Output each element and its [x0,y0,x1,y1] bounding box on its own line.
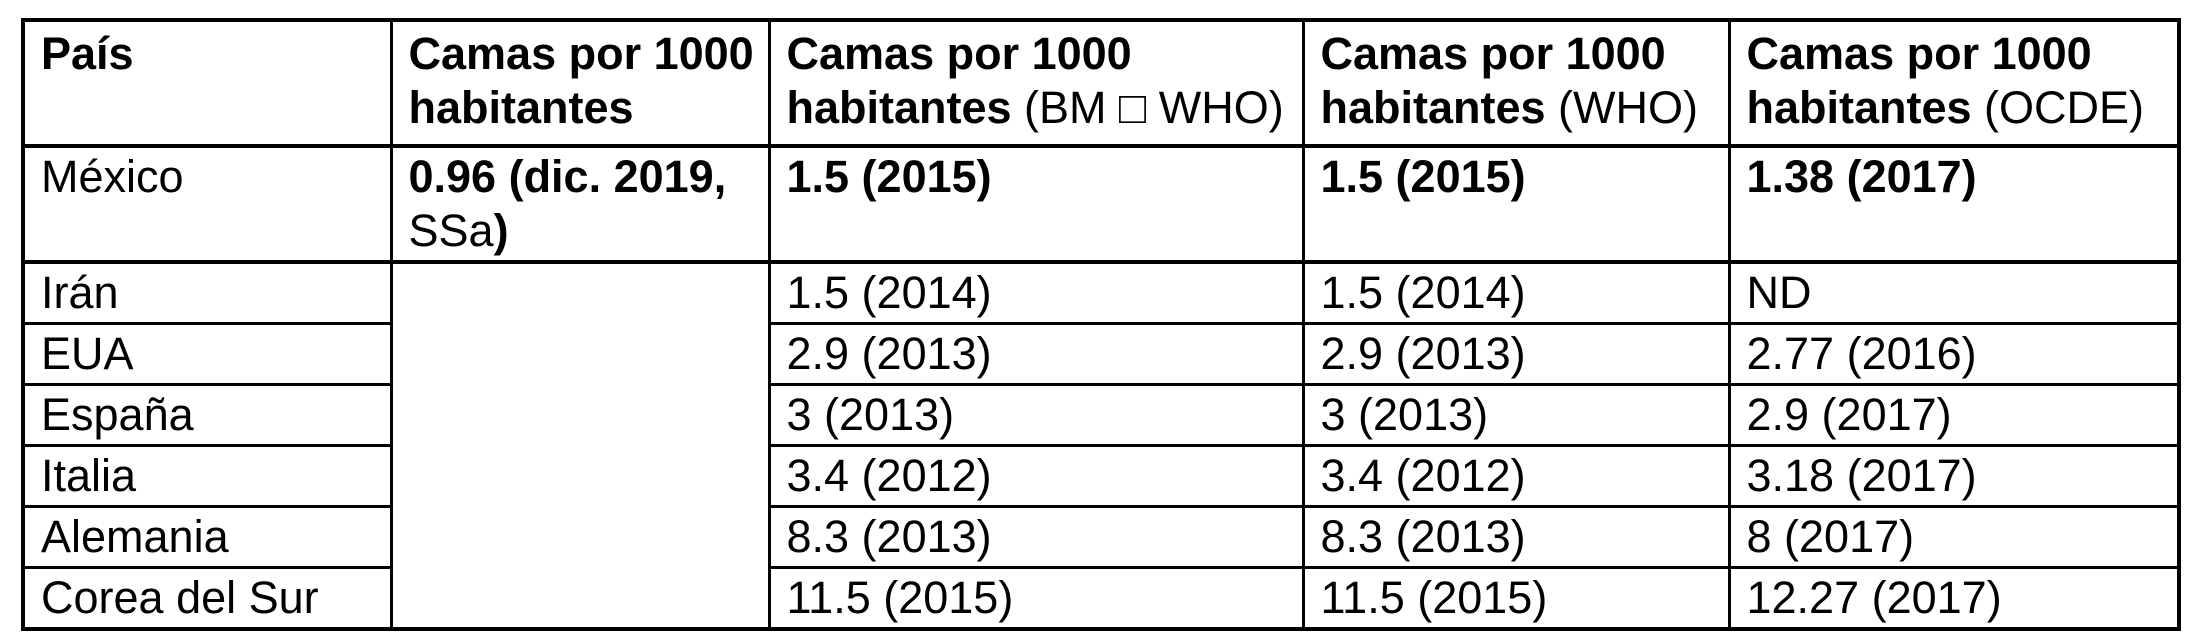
cell-camas-ocde: 1.38 (2017) [1727,144,2181,264]
header-line2: habitantes (WHO) [1321,81,1716,135]
header-line2-bold: habitantes [786,82,1012,133]
header-line1: Camas por 1000 [408,28,754,79]
table-row-italia: Italia 3.4 (2012) 3.4 (2012) 3.18 (2017) [21,444,2181,508]
cell-camas-ocde: 2.77 (2016) [1727,322,2181,386]
cell-camas-who: 3 (2013) [1301,383,1731,447]
table-row-alemania: Alemania 8.3 (2013) 8.3 (2013) 8 (2017) [21,505,2181,569]
camas-nacional-run: ) [493,205,509,256]
cell-camas-ocde: 3.18 (2017) [1727,444,2181,508]
column-header-camas-2: Camas por 1000 habitantes (BM □ WHO) [767,18,1305,148]
camas-nacional-run: 0.96 (dic. 2019, [408,151,727,202]
header-line2-bold: habitantes [408,82,634,133]
table-row-mexico: México 0.96 (dic. 2019, SSa) 1.5 (2015) 1.5… [21,144,2181,264]
header-line2: habitantes [409,81,756,135]
camas-por-1000-habitantes-table: País Camas por 1000 habitantes Camas por 10… [21,18,2181,631]
table-row-iran: Irán 1.5 (2014) 1.5 (2014) ND [21,260,2181,631]
header-line2: habitantes (OCDE) [1747,81,2166,135]
camas-nacional-run: SSa [408,205,494,256]
cell-camas-bm-who: 3.4 (2012) [767,444,1305,508]
cell-camas-bm-who: 2.9 (2013) [767,322,1305,386]
cell-camas-ocde: 2.9 (2017) [1727,383,2181,447]
header-line1: Camas por 1000 [1320,28,1666,79]
cell-camas-ocde: 8 (2017) [1727,505,2181,569]
header-line1: País [41,28,134,79]
cell-camas-ocde: 12.27 (2017) [1727,566,2181,631]
cell-camas-bm-who: 1.5 (2015) [767,144,1305,264]
cell-camas-who: 1.5 (2015) [1301,144,1731,264]
cell-camas-bm-who: 11.5 (2015) [767,566,1305,631]
cell-pais: México [21,144,393,264]
cell-camas-who: 1.5 (2014) [1301,260,1731,325]
header-line2-bold: habitantes [1746,82,1972,133]
cell-camas-who: 11.5 (2015) [1301,566,1731,631]
table-row-espana: España 3 (2013) 3 (2013) 2.9 (2017) [21,383,2181,447]
cell-camas-who: 3.4 (2012) [1301,444,1731,508]
cell-camas-who: 8.3 (2013) [1301,505,1731,569]
header-line2-source: (OCDE) [1971,82,2145,133]
column-header-camas-4: Camas por 1000 habitantes (OCDE) [1727,18,2181,148]
cell-camas-nacional: 0.96 (dic. 2019, SSa) [389,144,771,264]
cell-camas-bm-who: 1.5 (2014) [767,260,1305,325]
table-body: México 0.96 (dic. 2019, SSa) 1.5 (2015) 1.5… [21,144,2181,631]
header-row: País Camas por 1000 habitantes Camas por 10… [21,18,2181,148]
cell-pais: Italia [21,444,393,508]
cell-camas-who: 2.9 (2013) [1301,322,1731,386]
table-header: País Camas por 1000 habitantes Camas por 10… [21,18,2181,148]
cell-pais: España [21,383,393,447]
header-line2-bold: habitantes [1320,82,1546,133]
table-row-corea-del-sur: Corea del Sur 11.5 (2015) 11.5 (2015) 12.27… [21,566,2181,631]
table-row-eua: EUA 2.9 (2013) 2.9 (2013) 2.77 (2016) [21,322,2181,386]
header-line2: habitantes (BM □ WHO) [787,81,1290,135]
header-line2-source: (WHO) [1545,82,1698,133]
header-line1: Camas por 1000 [786,28,1132,79]
cell-camas-nacional-empty-merged [389,260,771,631]
cell-camas-ocde: ND [1727,260,2181,325]
header-line1: Camas por 1000 [1746,28,2092,79]
column-header-pais: País [21,18,393,148]
cell-pais: Alemania [21,505,393,569]
header-line2-source: (BM □ WHO) [1011,82,1284,133]
cell-camas-bm-who: 3 (2013) [767,383,1305,447]
cell-pais: EUA [21,322,393,386]
cell-camas-bm-who: 8.3 (2013) [767,505,1305,569]
cell-pais: Corea del Sur [21,566,393,631]
cell-pais: Irán [21,260,393,325]
column-header-camas-1: Camas por 1000 habitantes [389,18,771,148]
column-header-camas-3: Camas por 1000 habitantes (WHO) [1301,18,1731,148]
